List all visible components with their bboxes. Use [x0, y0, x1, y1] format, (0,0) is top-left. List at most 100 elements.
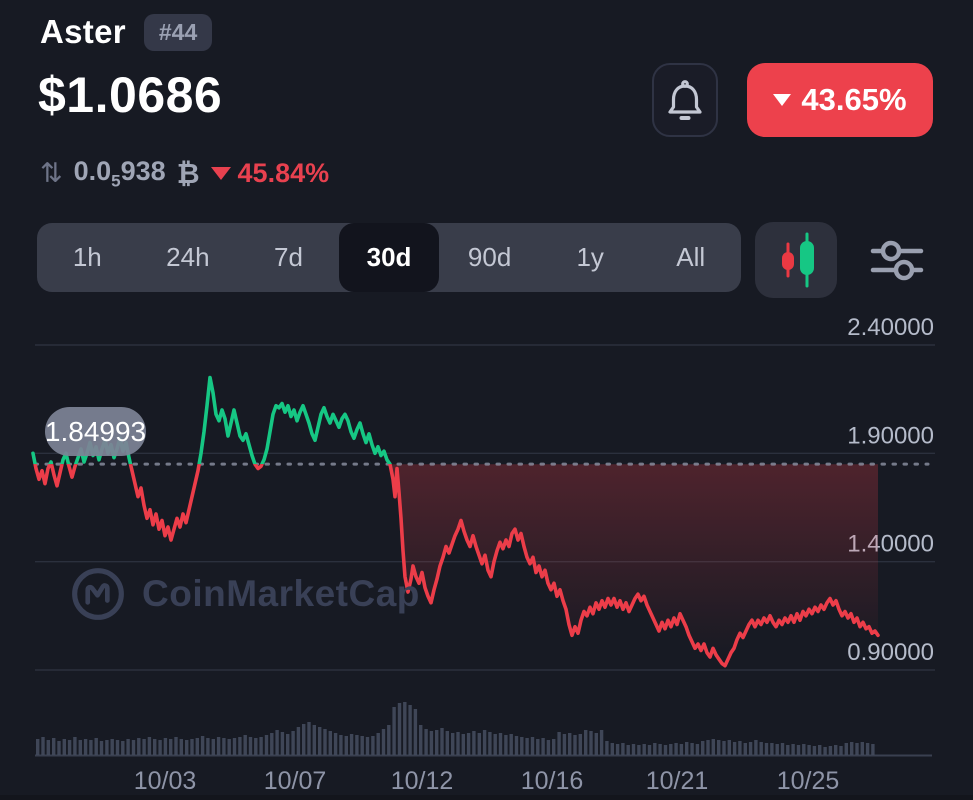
candlestick-icon [782, 232, 814, 288]
range-tab-90d[interactable]: 90d [467, 242, 512, 272]
volume-bar [451, 733, 455, 755]
volume-bar [36, 739, 40, 755]
volume-bar [621, 743, 625, 755]
volume-bar [717, 740, 721, 755]
volume-bar [52, 738, 56, 755]
volume-bar [695, 744, 700, 755]
volume-bar [403, 702, 407, 755]
volume-bar [727, 740, 731, 755]
volume-bar [834, 745, 838, 755]
volume-bar [312, 725, 316, 755]
volume-bar [514, 736, 519, 755]
volume-bar [339, 735, 343, 755]
range-tab-1y[interactable]: 1y [576, 242, 604, 272]
volume-bar [748, 742, 753, 755]
volume-bar [732, 742, 737, 755]
volume-bar [286, 734, 290, 755]
volume-bar [823, 747, 827, 755]
volume-bar [546, 740, 551, 755]
volume-bar [461, 734, 465, 755]
volume-bar [94, 738, 98, 755]
volume-bar [275, 730, 279, 755]
volume-bar [488, 732, 492, 755]
volume-bar [131, 740, 136, 755]
volume-bar [530, 737, 535, 755]
swap-arrows-icon[interactable]: ⇅ [40, 158, 63, 189]
volume-bar [169, 739, 173, 755]
bottom-edge [0, 795, 973, 800]
volume-bar [647, 745, 652, 755]
range-tab-all[interactable]: All [676, 242, 706, 272]
x-axis-label: 10/03 [134, 767, 197, 795]
volume-bar [238, 737, 242, 755]
price-alert-button[interactable] [652, 63, 718, 137]
volume-bar [158, 740, 162, 755]
volume-bar [743, 743, 747, 755]
volume-bar [344, 736, 348, 755]
volume-bar [663, 745, 668, 755]
volume-bar [200, 736, 205, 755]
volume-bar [477, 733, 481, 755]
volume-bar [126, 739, 130, 755]
volume-bar [115, 740, 120, 755]
btc-change: 45.84% [210, 158, 329, 189]
x-axis-label: 10/07 [264, 767, 327, 795]
coinmarketcap-logo-icon [72, 568, 124, 620]
volume-bar [536, 739, 540, 755]
range-tab-7d[interactable]: 7d [273, 242, 303, 272]
volume-bar [722, 741, 726, 755]
volume-bar [674, 743, 678, 755]
rank-badge: #44 [143, 13, 213, 51]
y-axis-label: 0.90000 [847, 639, 934, 666]
volume-bar [653, 743, 657, 755]
volume-bar [775, 744, 779, 755]
volume-bar [424, 729, 428, 755]
range-toolbar: 1h 24h 7d 30d 90d 1y All [37, 223, 741, 292]
volume-bar [185, 740, 189, 755]
chart-settings-button[interactable] [866, 233, 928, 287]
volume-bar [552, 739, 556, 755]
watermark: CoinMarketCap [70, 566, 420, 622]
range-tab-30d[interactable]: 30d [338, 223, 440, 292]
volume-bar [195, 738, 199, 755]
volume-bar [504, 735, 508, 755]
volume-bar [371, 736, 375, 755]
volume-bar [392, 707, 396, 755]
price-line-down [33, 464, 880, 668]
volume-bar [248, 737, 253, 755]
chart-type-button[interactable] [755, 222, 837, 298]
volume-bar [280, 732, 285, 755]
volume-bar [839, 746, 843, 755]
bell-icon [668, 80, 702, 120]
volume-bar [791, 744, 795, 755]
volume-bar [216, 737, 221, 755]
volume-bar [211, 739, 215, 755]
range-tab-1h[interactable]: 1h [72, 242, 102, 272]
volume-bar [498, 733, 503, 755]
volume-bar [78, 740, 82, 755]
volume-bar [701, 741, 705, 755]
volume-bar [711, 739, 715, 755]
coin-name: Aster [40, 13, 126, 50]
watermark-text: CoinMarketCap [142, 573, 420, 614]
down-triangle-icon [210, 167, 231, 181]
coin-header: Aster #44 [40, 13, 213, 51]
volume-bar [349, 734, 354, 755]
volume-bar [589, 731, 593, 755]
volume-bar [557, 732, 561, 755]
y-axis-label: 1.90000 [847, 422, 934, 449]
x-axis-label: 10/25 [777, 767, 840, 795]
price-change-badge: 43.65% [747, 63, 933, 137]
volume-bar [509, 734, 513, 755]
range-tab-24h[interactable]: 24h [166, 242, 210, 272]
volume-bar [307, 722, 311, 755]
volume-bar [360, 736, 364, 755]
volume-bar [67, 740, 72, 755]
volume-bar [264, 735, 269, 755]
volume-bar [807, 745, 811, 755]
volume-bar [413, 709, 418, 755]
volume-bar [456, 732, 460, 755]
volume-bar [637, 745, 641, 755]
